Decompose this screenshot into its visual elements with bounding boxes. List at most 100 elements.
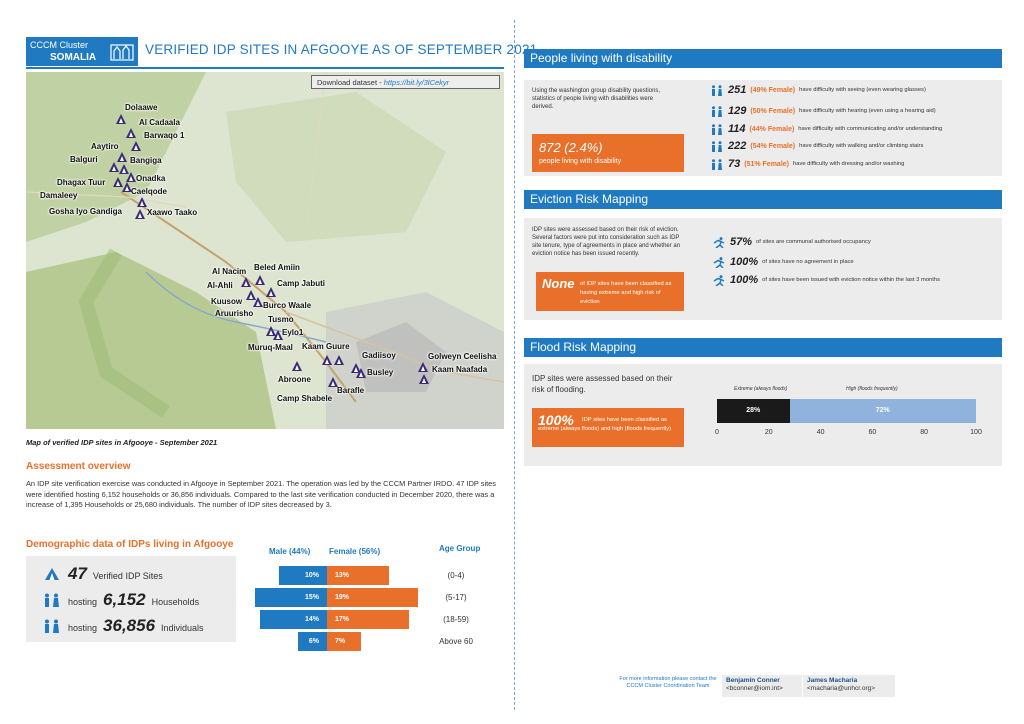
flood-big-box: 100% IDP sites have been classified as e… bbox=[532, 408, 684, 447]
individuals-row: hosting 36,856 Individuals bbox=[42, 616, 204, 636]
male-header: Male (44%) bbox=[269, 547, 311, 556]
idp-site-marker-icon bbox=[334, 355, 344, 365]
stat-description: have difficulty with walking and/or clim… bbox=[799, 143, 924, 149]
site-label: Balguri bbox=[70, 155, 98, 164]
people-icon bbox=[712, 123, 722, 135]
pyramid-age-label: (0-4) bbox=[447, 571, 465, 580]
stat-female-pct: (54% Female) bbox=[750, 142, 796, 150]
family-icon bbox=[45, 593, 59, 607]
idp-site-marker-icon bbox=[119, 164, 129, 174]
flood-axis-tick: 80 bbox=[920, 429, 929, 436]
pyramid-bar-male: 10% bbox=[279, 566, 327, 585]
eviction-stat-communal: 57% of sites are communal authorised occ… bbox=[712, 236, 871, 248]
stat-female-pct: (50% Female) bbox=[750, 107, 796, 115]
site-label: Busley bbox=[367, 368, 394, 377]
header-divider bbox=[26, 67, 504, 69]
idp-site-marker-icon bbox=[109, 162, 119, 172]
stat-female-pct: (49% Female) bbox=[750, 86, 796, 94]
site-label: Barwaqo 1 bbox=[144, 131, 185, 140]
sites-count-value: 47 bbox=[68, 564, 87, 583]
stat-number: 73 bbox=[728, 158, 741, 170]
pyramid-bar-female: 7% bbox=[327, 632, 361, 651]
individuals-value: 36,856 bbox=[103, 616, 156, 635]
eviction-stat-no-agreement: 100% of sites have no agreement in place bbox=[712, 256, 854, 268]
running-person-icon bbox=[713, 274, 725, 286]
disability-total-box: 872 (2.4%) people living with disability bbox=[532, 134, 684, 172]
stat-description: of sites have been issued with eviction … bbox=[762, 277, 941, 283]
eviction-title-bar: Eviction Risk Mapping bbox=[524, 190, 1002, 209]
flood-axis-tick: 40 bbox=[816, 429, 825, 436]
running-person-icon bbox=[713, 256, 725, 268]
logo-text-cluster: CCCM Cluster bbox=[30, 40, 89, 50]
idp-site-marker-icon bbox=[137, 197, 147, 207]
site-label: Damaleey bbox=[40, 191, 78, 200]
pyramid-age-label: (5-17) bbox=[445, 593, 467, 602]
contact-2-email[interactable]: <macharia@unhcr.org> bbox=[807, 685, 876, 692]
flood-intro: IDP sites were assessed based on their r… bbox=[532, 374, 673, 394]
idp-site-marker-icon bbox=[131, 141, 141, 151]
idp-site-marker-icon bbox=[241, 277, 251, 287]
idp-site-marker-icon bbox=[246, 290, 256, 300]
site-label: Gosha Iyo Gandiga bbox=[49, 207, 122, 216]
stat-number: 129 bbox=[728, 105, 747, 117]
flood-axis-tick: 100 bbox=[970, 429, 982, 436]
flood-axis-tick: 0 bbox=[715, 429, 719, 436]
legend-extreme: Extreme (always floods) bbox=[734, 386, 788, 392]
site-label: Dhagax Tuur bbox=[57, 178, 106, 187]
stat-description: of sites are communal authorised occupan… bbox=[756, 239, 871, 245]
contact-1-name: Benjamin Conner bbox=[726, 677, 780, 684]
people-icon bbox=[712, 140, 722, 152]
sites-count-label: Verified IDP Sites bbox=[92, 571, 163, 581]
site-label: Aruurisho bbox=[215, 309, 254, 318]
legend-high: High (floods frequently) bbox=[846, 386, 898, 392]
site-label: Camp Jabuti bbox=[277, 279, 326, 288]
contact-card-2: James Macharia <macharia@unhcr.org> bbox=[803, 675, 895, 697]
flood-axis-tick: 60 bbox=[868, 429, 877, 436]
flood-bar-extreme: 28% bbox=[717, 399, 790, 423]
site-label: Dolaawe bbox=[125, 103, 158, 112]
idp-site-marker-icon bbox=[253, 297, 263, 307]
idp-site-marker-icon bbox=[328, 377, 338, 387]
contact-2-name: James Macharia bbox=[807, 677, 858, 684]
disability-total-value: 872 (2.4%) bbox=[539, 140, 603, 155]
idp-site-marker-icon bbox=[266, 326, 276, 336]
idp-site-marker-icon bbox=[418, 362, 428, 372]
idp-site-marker-icon bbox=[419, 374, 429, 384]
site-label: Kuusow bbox=[211, 297, 243, 306]
idp-sites-map: Download dataset - https://bit.ly/3lCeky… bbox=[26, 72, 504, 429]
site-label: Tusmo bbox=[268, 315, 294, 324]
stat-description: have difficulty with dressing and/or was… bbox=[793, 161, 905, 167]
households-prefix: hosting bbox=[68, 597, 98, 607]
column-divider bbox=[514, 20, 515, 710]
demographic-heading: Demographic data of IDPs living in Afgoo… bbox=[26, 539, 234, 550]
eviction-stat-notice: 100% of sites have been issued with evic… bbox=[712, 274, 940, 286]
site-label: Gadiisoy bbox=[362, 351, 396, 360]
site-label: Aaytiro bbox=[91, 142, 119, 151]
stat-female-pct: (51% Female) bbox=[744, 160, 789, 168]
logo-text-country: SOMALIA bbox=[50, 52, 97, 63]
pyramid-bar-male: 14% bbox=[259, 610, 327, 629]
page-title: VERIFIED IDP SITES IN AFGOOYE AS OF SEPT… bbox=[145, 42, 538, 57]
cccm-logo: CCCM Cluster SOMALIA bbox=[26, 37, 138, 66]
eviction-none-text: of IDP sites have been classified as hav… bbox=[580, 281, 672, 305]
contact-1-email[interactable]: <bconner@iom.int> bbox=[726, 685, 783, 692]
assessment-overview-text: An IDP site verification exercise was co… bbox=[26, 479, 496, 509]
site-label: Al Nacim bbox=[212, 267, 247, 276]
disability-stat-seeing: 251 (49% Female) have difficulty with se… bbox=[710, 84, 926, 96]
flood-bar-high: 72% bbox=[789, 399, 976, 423]
households-row: hosting 6,152 Households bbox=[42, 590, 199, 610]
idp-site-marker-icon bbox=[292, 361, 302, 371]
pyramid-bar-female: 19% bbox=[327, 588, 419, 607]
assessment-overview-heading: Assessment overview bbox=[26, 461, 131, 472]
site-label: Bangiga bbox=[130, 156, 162, 165]
download-dataset-box: Download dataset - https://bit.ly/3lCeky… bbox=[311, 75, 500, 89]
download-label: Download dataset - bbox=[317, 78, 384, 87]
site-label: Beled Amiin bbox=[254, 263, 300, 272]
flood-panel: IDP sites were assessed based on their r… bbox=[524, 364, 1002, 466]
download-link[interactable]: https://bit.ly/3lCekyr bbox=[383, 78, 450, 87]
individuals-label: Individuals bbox=[161, 623, 204, 633]
site-label: Camp Shabele bbox=[277, 394, 333, 403]
pyramid-bar-male: 6% bbox=[298, 632, 327, 651]
site-label: Eylo1 bbox=[282, 328, 304, 337]
site-label: Kaam Guure bbox=[302, 342, 350, 351]
